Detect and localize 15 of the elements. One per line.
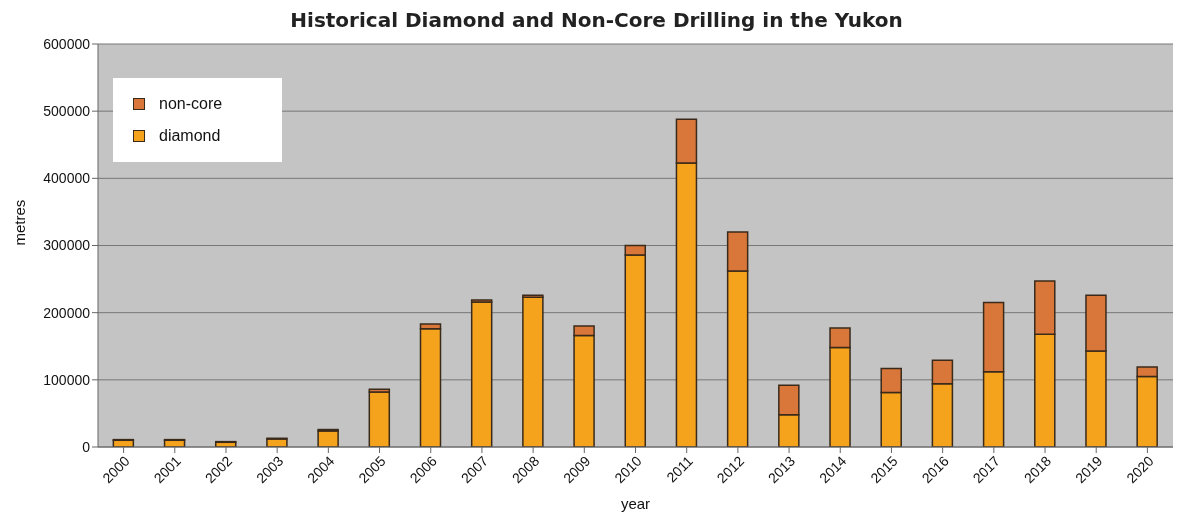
y-tick-label: 300000 [43, 237, 91, 254]
bar [470, 301, 493, 447]
y-tick-label: 500000 [43, 103, 91, 120]
chart-title: Historical Diamond and Non-Core Drilling in the Yukon [289, 8, 904, 34]
bar [368, 391, 391, 447]
x-axis-title: year [620, 495, 651, 512]
y-tick-label: 100000 [43, 371, 91, 388]
legend-label: diamond [159, 127, 221, 145]
y-axis-title: metres [11, 199, 29, 246]
y-tick-label: 200000 [43, 304, 91, 321]
y-tick-label: 400000 [43, 170, 91, 187]
legend-label: non-core [159, 95, 223, 113]
y-tick-label: 0 [82, 438, 91, 455]
y-tick-label: 600000 [43, 35, 91, 52]
bar [522, 296, 544, 447]
